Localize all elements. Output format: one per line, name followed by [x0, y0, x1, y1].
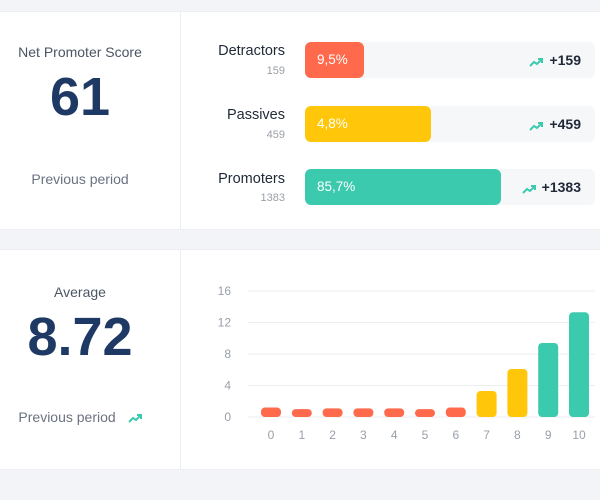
previous-period-label: Previous period — [18, 409, 116, 425]
average-summary: Average 8.72 Previous period — [0, 250, 180, 469]
x-tick-label: 0 — [268, 428, 275, 442]
bar-score-8 — [507, 368, 528, 417]
row-count: 459 — [266, 129, 285, 141]
average-title: Average — [54, 284, 106, 300]
detractors-percent: 9,5% — [317, 52, 348, 67]
passives-percent: 4,8% — [317, 116, 348, 131]
delta-value: +159 — [549, 52, 581, 68]
y-tick-label: 8 — [224, 347, 231, 361]
delta-value: +459 — [549, 116, 581, 132]
bar-score-0 — [261, 407, 281, 417]
average-previous-period: Previous period — [0, 409, 160, 425]
promoters-percent: 85,7% — [317, 179, 356, 194]
x-tick-label: 6 — [452, 428, 459, 442]
x-tick-label: 5 — [422, 428, 429, 442]
detractors-delta: +159 — [529, 52, 581, 68]
x-tick-label: 7 — [483, 428, 490, 442]
promoters-bar-track: 85,7% +1383 — [305, 169, 595, 205]
trend-up-icon — [529, 58, 544, 67]
detractors-bar-track: 9,5% +159 — [305, 42, 595, 78]
average-value: 8.72 — [27, 307, 133, 367]
trend-up-icon — [529, 122, 544, 131]
y-tick-label: 12 — [218, 316, 232, 330]
row-label: Detractors — [218, 43, 285, 59]
passives-bar: 4,8% — [305, 106, 432, 142]
nps-title: Net Promoter Score — [18, 44, 142, 60]
x-tick-label: 1 — [298, 428, 305, 442]
nps-summary: Net Promoter Score 61 Previous period — [0, 12, 180, 229]
bar-score-4 — [384, 408, 405, 417]
delta-value: +1383 — [541, 179, 581, 195]
bar-score-9 — [538, 342, 559, 417]
bar-score-3 — [353, 408, 374, 417]
x-tick-label: 2 — [329, 428, 336, 442]
passives-bar-track: 4,8% +459 — [305, 106, 595, 142]
y-tick-label: 4 — [224, 379, 231, 393]
nps-previous-period: Previous period — [31, 171, 129, 187]
bar-score-6 — [445, 407, 466, 417]
bar-score-5 — [415, 409, 435, 417]
nps-card: Net Promoter Score 61 Previous period De… — [0, 11, 600, 230]
nps-divider — [180, 12, 181, 229]
trend-up-icon — [127, 414, 142, 423]
x-tick-label: 9 — [545, 428, 552, 442]
bar-score-10 — [569, 312, 589, 417]
bar-score-1 — [291, 409, 312, 417]
x-tick-label: 10 — [572, 428, 586, 442]
x-tick-label: 8 — [514, 428, 521, 442]
average-divider — [180, 250, 181, 469]
bar-score-2 — [322, 408, 343, 417]
row-label: Passives — [226, 107, 285, 123]
trend-up-icon — [521, 185, 536, 194]
detractors-bar: 9,5% — [305, 42, 365, 78]
average-card: Average 8.72 Previous period 16 12 8 4 0 0 1 2 3… — [0, 249, 600, 470]
y-tick-label: 16 — [218, 284, 232, 298]
nps-score: 61 — [49, 67, 111, 127]
bar-score-7 — [476, 391, 497, 417]
y-tick-label: 0 — [224, 410, 231, 424]
x-tick-label: 4 — [391, 428, 398, 442]
promoters-delta: +1383 — [521, 179, 581, 195]
passives-delta: +459 — [529, 116, 581, 132]
x-tick-label: 3 — [360, 428, 367, 442]
row-count: 159 — [266, 65, 285, 77]
promoters-bar: 85,7% — [305, 169, 501, 205]
row-count: 1383 — [260, 192, 285, 204]
row-label: Promoters — [218, 171, 285, 187]
